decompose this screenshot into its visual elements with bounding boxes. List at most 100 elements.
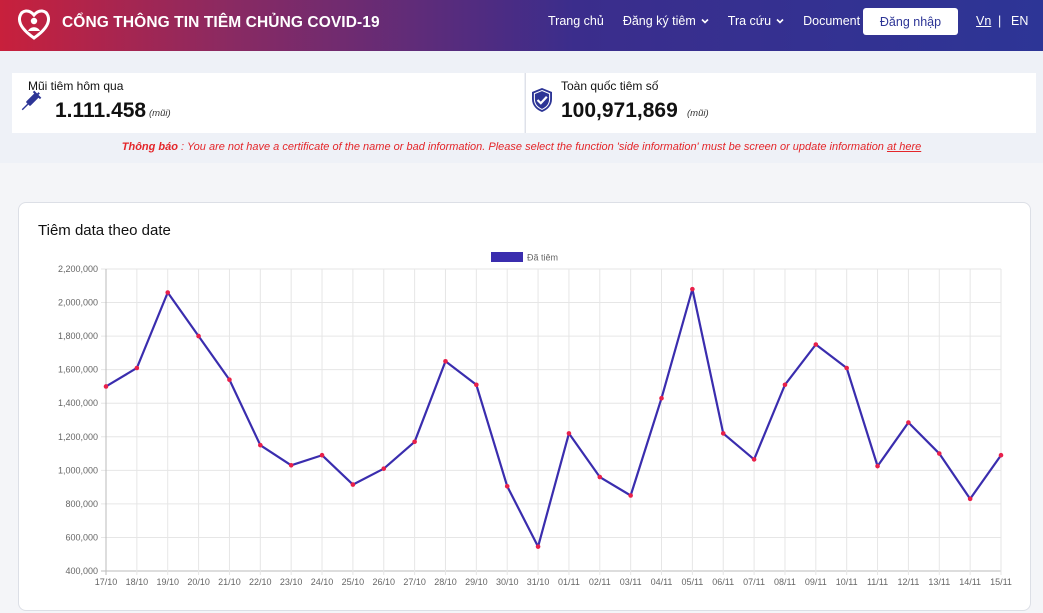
legend-swatch[interactable] xyxy=(491,252,523,262)
nav-lookup[interactable]: Tra cứu xyxy=(728,14,784,28)
data-point[interactable] xyxy=(782,382,788,388)
nav-register[interactable]: Đăng ký tiêm xyxy=(623,14,709,28)
data-point[interactable] xyxy=(720,431,726,436)
y-tick-label: 400,000 xyxy=(65,566,98,576)
x-tick-label: 03/11 xyxy=(620,577,642,587)
series-line xyxy=(105,288,1002,548)
chevron-down-icon xyxy=(701,18,709,24)
x-tick-label: 12/11 xyxy=(897,577,919,587)
y-tick-label: 1,800,000 xyxy=(58,331,98,341)
nav-home[interactable]: Trang chủ xyxy=(548,14,604,28)
data-point[interactable] xyxy=(751,457,757,462)
data-point[interactable] xyxy=(998,452,1004,458)
data-point[interactable] xyxy=(597,474,603,480)
notice-banner: Thông báo : You are not have a certifica… xyxy=(0,141,1043,153)
x-tick-label: 02/11 xyxy=(589,577,611,587)
data-point[interactable] xyxy=(288,463,294,468)
x-tick-label: 29/10 xyxy=(465,577,488,587)
x-tick-label: 10/11 xyxy=(836,577,858,587)
x-tick-label: 01/11 xyxy=(558,577,580,587)
x-tick-label: 13/11 xyxy=(928,577,950,587)
stat-nationwide-label: Toàn quốc tiêm số xyxy=(561,79,659,93)
data-point[interactable] xyxy=(875,463,880,469)
stat-yesterday-label: Mũi tiêm hôm qua xyxy=(28,79,124,93)
x-tick-label: 23/10 xyxy=(280,577,303,587)
data-point[interactable] xyxy=(628,493,633,498)
x-tick-label: 28/10 xyxy=(434,577,457,587)
data-point[interactable] xyxy=(258,442,263,448)
main-nav: Trang chủ Đăng ký tiêm Tra cứu Document xyxy=(548,14,879,28)
y-tick-label: 600,000 xyxy=(65,532,98,542)
x-tick-label: 27/10 xyxy=(403,577,426,587)
data-point[interactable] xyxy=(227,377,232,383)
y-tick-label: 800,000 xyxy=(65,499,98,509)
x-tick-label: 04/11 xyxy=(651,577,673,587)
y-tick-label: 1,000,000 xyxy=(58,465,98,475)
data-point[interactable] xyxy=(844,365,849,371)
x-tick-label: 31/10 xyxy=(527,577,550,587)
data-point[interactable] xyxy=(967,496,973,502)
data-point[interactable] xyxy=(412,439,417,445)
x-tick-label: 30/10 xyxy=(496,577,519,587)
data-point[interactable] xyxy=(535,544,541,549)
x-tick-label: 15/11 xyxy=(990,577,1012,587)
y-tick-label: 1,400,000 xyxy=(58,398,98,408)
legend-label[interactable]: Đã tiêm xyxy=(527,253,558,263)
stats-band: Mũi tiêm hôm qua 1.111.458 (mũi) Toàn qu… xyxy=(0,51,1043,163)
x-tick-label: 20/10 xyxy=(187,577,210,587)
top-header: CỔNG THÔNG TIN TIÊM CHỦNG COVID-19 Trang… xyxy=(0,0,1043,51)
data-point[interactable] xyxy=(165,290,171,295)
login-button[interactable]: Đăng nhập xyxy=(863,8,958,35)
y-tick-label: 2,000,000 xyxy=(58,298,98,308)
chevron-down-icon xyxy=(776,18,784,24)
x-tick-label: 14/11 xyxy=(959,577,981,587)
x-tick-label: 05/11 xyxy=(681,577,703,587)
chart-title: Tiêm data theo date xyxy=(38,222,171,239)
data-point[interactable] xyxy=(936,451,942,456)
y-tick-label: 1,200,000 xyxy=(58,432,98,442)
data-point[interactable] xyxy=(813,342,819,347)
x-tick-label: 21/10 xyxy=(218,577,241,587)
x-tick-label: 22/10 xyxy=(249,577,272,587)
x-tick-label: 25/10 xyxy=(342,577,365,587)
x-tick-label: 09/11 xyxy=(805,577,827,587)
nav-document[interactable]: Document xyxy=(803,14,860,28)
data-point[interactable] xyxy=(319,452,325,458)
lang-separator: | xyxy=(998,14,1002,28)
lang-en-link[interactable]: EN xyxy=(1011,14,1029,28)
y-tick-label: 1,600,000 xyxy=(58,365,98,375)
x-tick-label: 08/11 xyxy=(774,577,796,587)
data-point[interactable] xyxy=(906,420,911,425)
y-tick-label: 2,200,000 xyxy=(58,264,98,274)
data-point[interactable] xyxy=(443,358,448,364)
data-point[interactable] xyxy=(659,395,664,401)
data-point[interactable] xyxy=(350,482,356,487)
stat-yesterday-value: 1.111.458 xyxy=(55,99,147,122)
data-point[interactable] xyxy=(474,382,479,388)
x-tick-label: 07/11 xyxy=(743,577,765,587)
data-point[interactable] xyxy=(690,286,695,292)
nav-document-label: Document xyxy=(803,14,861,28)
stat-yesterday-card: Mũi tiêm hôm qua 1.111.458 (mũi) xyxy=(12,73,524,133)
data-point[interactable] xyxy=(381,466,387,471)
notice-message: : You are not have a certificate of the … xyxy=(177,141,887,153)
data-point[interactable] xyxy=(196,333,201,339)
x-tick-label: 24/10 xyxy=(311,577,334,587)
lang-vn-link[interactable]: Vn xyxy=(976,14,992,28)
stat-nationwide-card: Toàn quốc tiêm số 100,971,869 (mũi) xyxy=(525,73,1036,133)
x-tick-label: 11/11 xyxy=(867,577,888,587)
shield-check-icon xyxy=(532,88,552,112)
data-point[interactable] xyxy=(566,431,572,436)
x-tick-label: 19/10 xyxy=(156,577,179,587)
nav-lookup-label: Tra cứu xyxy=(727,14,772,28)
data-point[interactable] xyxy=(134,365,140,371)
data-point[interactable] xyxy=(504,483,510,489)
stat-yesterday-unit: (mũi) xyxy=(149,108,171,119)
covid-logo-icon[interactable] xyxy=(17,7,51,41)
data-point[interactable] xyxy=(103,384,109,389)
x-tick-label: 18/10 xyxy=(126,577,149,587)
vaccination-line-chart: 400,000 600,000 800,000 1,000,000 1,200,000 1… xyxy=(58,252,1012,587)
stat-nationwide-value: 100,971,869 xyxy=(561,99,678,122)
notice-link[interactable]: at here xyxy=(886,141,922,153)
site-title[interactable]: CỔNG THÔNG TIN TIÊM CHỦNG COVID-19 xyxy=(62,14,380,31)
